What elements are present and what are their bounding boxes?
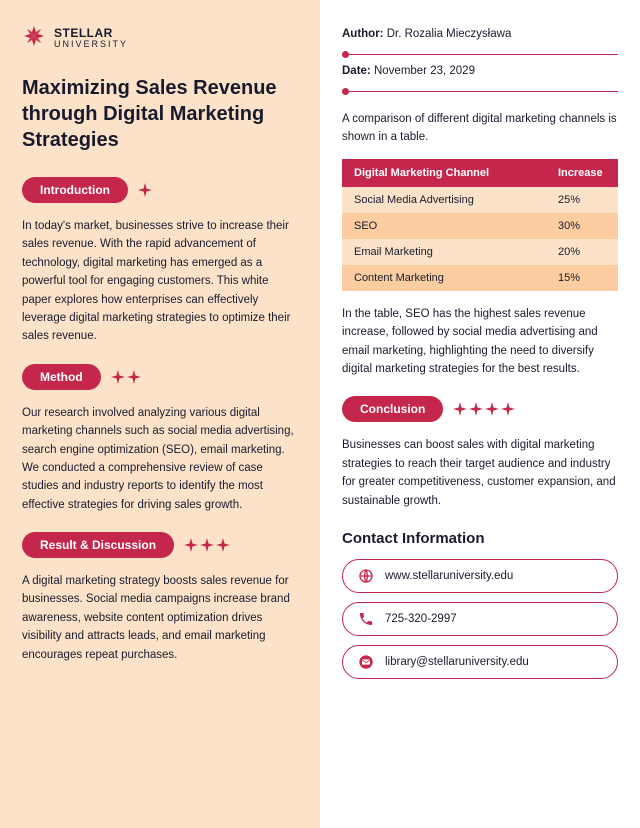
contact-item: www.stellaruniversity.edu: [342, 559, 618, 593]
pill-introduction: Introduction: [22, 177, 128, 203]
pill-method: Method: [22, 364, 101, 390]
cell-channel: SEO: [342, 213, 546, 239]
left-column: STELLAR UNIVERSITY Maximizing Sales Reve…: [0, 0, 320, 828]
contact-item: library@stellaruniversity.edu: [342, 645, 618, 679]
table-row: Content Marketing15%: [342, 265, 618, 291]
cell-increase: 15%: [546, 265, 618, 291]
sparkle-icon: [453, 402, 515, 416]
logo-icon: [22, 24, 46, 53]
conclusion-body: Businesses can boost sales with digital …: [342, 436, 618, 510]
date-row: Date: November 23, 2029: [342, 61, 618, 85]
result-body: A digital marketing strategy boosts sale…: [22, 572, 298, 664]
globe-icon: [357, 567, 375, 585]
table-header-row: Digital Marketing Channel Increase: [342, 159, 618, 187]
author-value: Dr. Rozalia Mieczysława: [387, 28, 512, 40]
cell-channel: Social Media Advertising: [342, 187, 546, 213]
table-row: Email Marketing20%: [342, 239, 618, 265]
cell-channel: Email Marketing: [342, 239, 546, 265]
section-header-result: Result & Discussion: [22, 532, 298, 558]
right-column: Author: Dr. Rozalia Mieczysława Date: No…: [320, 0, 640, 828]
sparkle-icon: [138, 183, 152, 197]
divider: [342, 91, 618, 92]
author-row: Author: Dr. Rozalia Mieczysława: [342, 24, 618, 48]
pill-result: Result & Discussion: [22, 532, 174, 558]
contact-value: 725-320-2997: [385, 613, 457, 625]
introduction-body: In today's market, businesses strive to …: [22, 217, 298, 346]
sparkle-icon: [111, 370, 141, 384]
sparkle-icon: [184, 538, 230, 552]
col-channel: Digital Marketing Channel: [342, 159, 546, 187]
marketing-channels-table: Digital Marketing Channel Increase Socia…: [342, 159, 618, 291]
contact-list: www.stellaruniversity.edu 725-320-2997 lib…: [342, 559, 618, 679]
method-body: Our research involved analyzing various …: [22, 404, 298, 514]
author-label: Author:: [342, 28, 384, 40]
section-header-conclusion: Conclusion: [342, 396, 618, 422]
brand-logo: STELLAR UNIVERSITY: [22, 24, 298, 53]
contact-item: 725-320-2997: [342, 602, 618, 636]
contact-title: Contact Information: [342, 530, 618, 547]
cell-increase: 25%: [546, 187, 618, 213]
cell-increase: 20%: [546, 239, 618, 265]
cell-increase: 30%: [546, 213, 618, 239]
pill-conclusion: Conclusion: [342, 396, 443, 422]
phone-icon: [357, 610, 375, 628]
section-header-introduction: Introduction: [22, 177, 298, 203]
page-title: Maximizing Sales Revenue through Digital…: [22, 75, 298, 153]
date-label: Date:: [342, 65, 371, 77]
contact-value: library@stellaruniversity.edu: [385, 656, 529, 668]
divider: [342, 54, 618, 55]
col-increase: Increase: [546, 159, 618, 187]
section-header-method: Method: [22, 364, 298, 390]
brand-text: STELLAR UNIVERSITY: [54, 27, 128, 49]
table-row: SEO30%: [342, 213, 618, 239]
cell-channel: Content Marketing: [342, 265, 546, 291]
table-row: Social Media Advertising25%: [342, 187, 618, 213]
date-value: November 23, 2029: [374, 65, 475, 77]
brand-line2: UNIVERSITY: [54, 40, 128, 49]
table-intro: A comparison of different digital market…: [342, 110, 618, 147]
table-followup: In the table, SEO has the highest sales …: [342, 305, 618, 379]
contact-value: www.stellaruniversity.edu: [385, 570, 513, 582]
mail-icon: [357, 653, 375, 671]
